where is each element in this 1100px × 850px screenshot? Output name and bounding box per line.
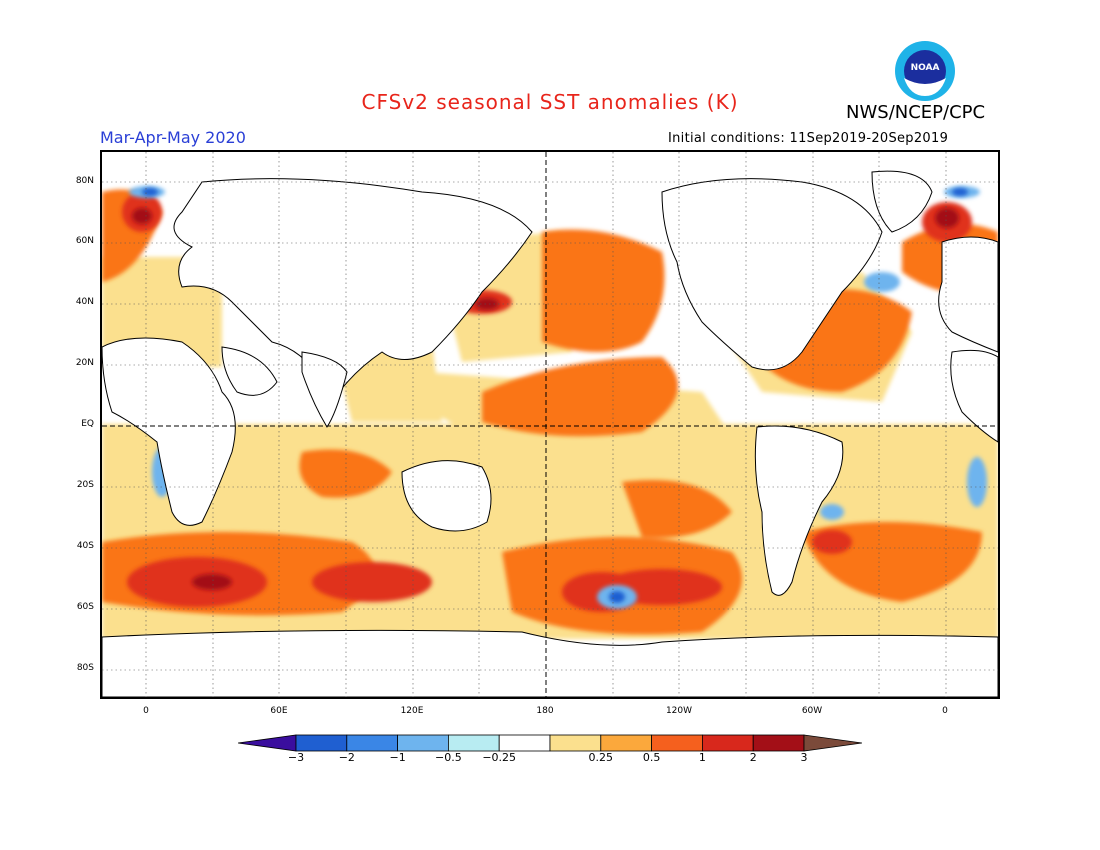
lon-label-60w: 60W: [801, 706, 823, 716]
land-africa: [102, 337, 236, 526]
lon-label-120w: 120W: [665, 706, 693, 716]
reference-lines: [102, 152, 998, 697]
colorbar-swatch: [346, 734, 399, 752]
colorbar-swatch: [600, 734, 652, 752]
colorbar-swatch: [701, 734, 754, 752]
colorbar-swatch: [752, 734, 805, 752]
sst-anomaly-map: [100, 150, 1000, 699]
colorbar-swatch: [651, 734, 703, 752]
lat-label-40s: 40S: [76, 541, 94, 551]
colorbar-swatch: [447, 734, 500, 752]
colorbar-tick-label: −2: [338, 751, 355, 764]
lat-label-20s: 20S: [76, 480, 94, 490]
land-europe-east: [938, 236, 998, 353]
lat-label-80s: 80S: [76, 663, 94, 673]
lon-label-120e: 120E: [400, 706, 424, 716]
land-arabia: [221, 346, 278, 396]
colorbar-tick-label: −1: [389, 751, 406, 764]
colorbar-tick-label: 2: [749, 751, 757, 764]
colorbar: [238, 734, 862, 752]
land-australia: [401, 460, 492, 532]
lat-label-80n: 80N: [75, 176, 94, 186]
lon-label-0: 0: [143, 706, 149, 716]
colorbar-tick-label: 0.5: [642, 751, 661, 764]
map-canvas: [102, 152, 998, 697]
colorbar-swatch: [397, 734, 449, 752]
initial-conditions-label: Initial conditions: 11Sep2019-20Sep2019: [668, 131, 949, 146]
land-greenland: [871, 170, 933, 233]
noaa-logo-center: [904, 50, 946, 92]
warm-extreme-layer: [132, 208, 959, 590]
noaa-logo-text: NOAA: [911, 63, 940, 73]
agency-label: NWS/NCEP/CPC: [846, 102, 986, 123]
land-masses: [102, 170, 998, 697]
lat-label-eq: EQ: [81, 419, 94, 429]
land-antarctica: [102, 629, 998, 697]
colorbar-max-extension: [803, 734, 862, 752]
colorbar-tick-label: −0.25: [482, 751, 517, 764]
lat-label-60s: 60S: [76, 602, 94, 612]
colorbar-tick-label: −3: [287, 751, 305, 764]
colorbar-min-extension: [238, 734, 297, 752]
noaa-logo-wave: [904, 78, 946, 96]
land-india: [301, 351, 348, 428]
lat-label-60n: 60N: [75, 236, 94, 246]
lon-label-60e: 60E: [270, 706, 288, 716]
colorbar-tick-label: 1: [698, 751, 706, 764]
land-eurasia: [173, 178, 533, 404]
lat-label-40n: 40N: [75, 297, 94, 307]
colorbar-tick-label: 3: [800, 751, 808, 764]
land-north-america: [661, 178, 883, 371]
colorbar-tick-label: −0.5: [435, 751, 462, 764]
lon-label-180: 180: [536, 706, 554, 716]
colorbar-swatch: [498, 734, 551, 752]
season-label: Mar-Apr-May 2020: [100, 128, 246, 147]
land-south-america: [754, 425, 844, 596]
colorbar-swatch: [295, 734, 348, 752]
map-title: CFSv2 seasonal SST anomalies (K): [361, 90, 739, 114]
lon-label-0-east: 0: [942, 706, 948, 716]
colorbar-tick-label: 0.25: [588, 751, 614, 764]
colorbar-swatch: [549, 734, 602, 752]
lat-label-20n: 20N: [75, 358, 94, 368]
land-africa-east: [950, 349, 998, 443]
noaa-logo: NOAA: [895, 41, 955, 101]
grid-lines: [102, 152, 998, 697]
